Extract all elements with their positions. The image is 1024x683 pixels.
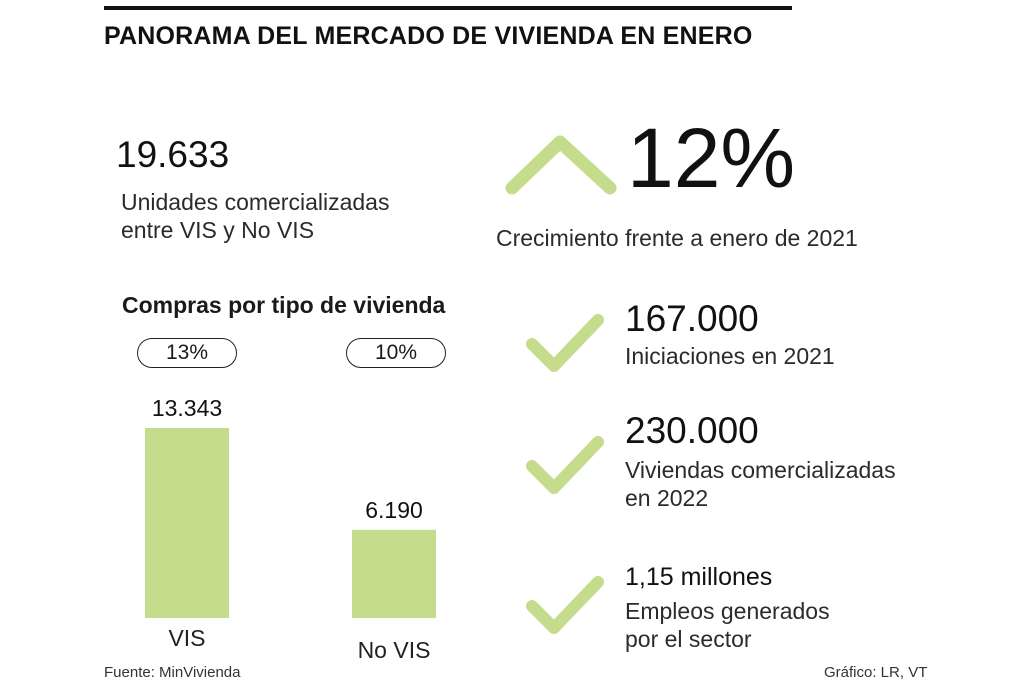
jobs-desc-line1: Empleos generados (625, 598, 830, 624)
growth-value: 12% (627, 111, 796, 205)
units-value: 19.633 (116, 134, 230, 175)
growth-desc: Crecimiento frente a enero de 2021 (496, 225, 858, 251)
check-icon (526, 576, 604, 634)
category-label: VIS (168, 625, 205, 651)
jobs-desc-line2: por el sector (625, 626, 752, 652)
initiations-value: 167.000 (625, 298, 759, 339)
bar-value-label: 13.343 (152, 395, 222, 421)
sold-value: 230.000 (625, 410, 759, 451)
bar-no-vis (352, 529, 436, 618)
units-desc-line1: Unidades comercializadas (121, 189, 390, 215)
check-icon (526, 436, 604, 494)
chevron-up-icon (505, 135, 617, 195)
sold-desc-line1: Viviendas comercializadas (625, 457, 896, 483)
page-title: PANORAMA DEL MERCADO DE VIVIENDA EN ENER… (104, 22, 753, 50)
source-note: Fuente: MinVivienda (104, 664, 241, 681)
top-rule (104, 6, 792, 10)
chart-title: Compras por tipo de vivienda (122, 292, 446, 318)
credit-note: Gráfico: LR, VT (824, 664, 928, 681)
initiations-desc: Iniciaciones en 2021 (625, 343, 835, 369)
vis-growth-pill: 13% (137, 338, 237, 368)
check-icon (526, 314, 604, 372)
category-label: No VIS (358, 637, 431, 663)
sold-desc-line2: en 2022 (625, 485, 709, 511)
bar-value-label: 6.190 (365, 497, 423, 523)
bar-vis (145, 428, 229, 618)
units-desc-line2: entre VIS y No VIS (121, 217, 315, 243)
novis-growth-pill: 10% (346, 338, 446, 368)
jobs-value: 1,15 millones (625, 563, 773, 591)
